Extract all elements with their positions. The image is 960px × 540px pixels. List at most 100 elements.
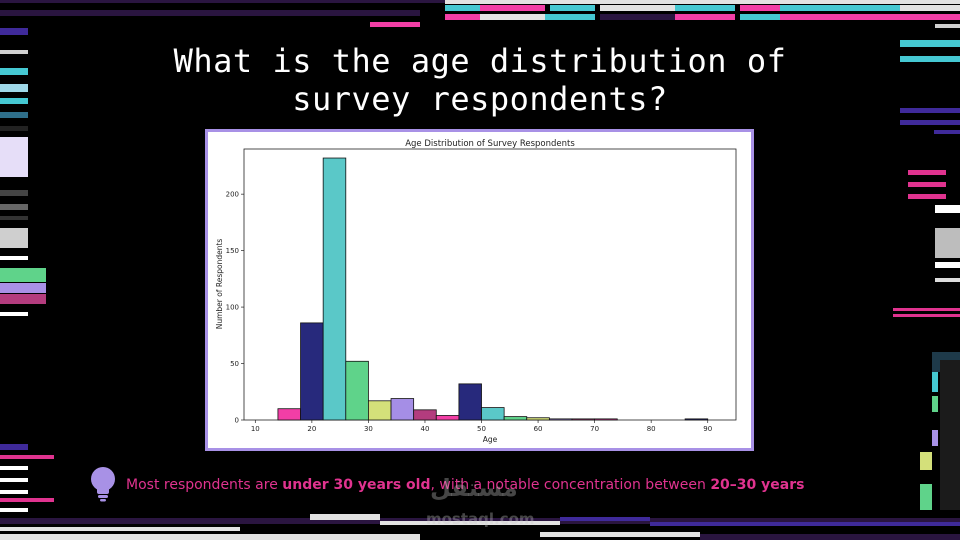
decor-stripe (932, 372, 938, 392)
histogram-bar-5 (390, 398, 415, 421)
decor-stripe (0, 294, 46, 304)
decor-stripe (0, 84, 28, 92)
decor-stripe (560, 517, 650, 521)
decor-stripe (0, 455, 54, 459)
caption-part-1: Most respondents are (126, 477, 283, 493)
decor-stripe (380, 521, 560, 525)
slide-title: What is the age distribution of survey r… (0, 42, 960, 118)
histogram-bar-12 (548, 418, 573, 421)
decor-stripe (0, 498, 54, 502)
watermark-latin: mostaql.com (426, 510, 535, 528)
decor-stripe (0, 508, 28, 512)
decor-stripe (0, 268, 46, 282)
decor-stripe (550, 5, 595, 11)
x-tick-label: 60 (534, 425, 543, 433)
decor-stripe (0, 478, 28, 482)
decor-stripe (935, 278, 960, 282)
x-tick-label: 30 (364, 425, 373, 433)
histogram-bar-1 (300, 322, 324, 421)
decor-stripe (0, 444, 28, 450)
decor-stripe (935, 228, 960, 258)
decor-stripe (0, 0, 445, 3)
decor-stripe (540, 532, 700, 537)
decor-stripe (908, 170, 946, 175)
caption-bold-1: under 30 years old (282, 477, 431, 493)
x-tick-label: 40 (421, 425, 430, 433)
y-tick-label: 50 (230, 360, 239, 368)
histogram-bar-14 (594, 418, 618, 421)
decor-stripe (935, 262, 960, 268)
decor-stripe (0, 126, 28, 131)
decor-stripe (0, 98, 28, 104)
decor-stripe (935, 205, 960, 213)
decor-stripe (445, 14, 480, 20)
decor-stripe (370, 22, 420, 27)
decor-stripe (920, 484, 932, 510)
histogram-bar-6 (413, 409, 437, 421)
decor-stripe (900, 120, 960, 125)
slide-title-line-1: What is the age distribution of (173, 42, 787, 80)
decor-stripe (780, 14, 960, 20)
decor-stripe (893, 314, 960, 317)
y-axis-label: Number of Respondents (215, 239, 224, 330)
histogram-bar-11 (526, 417, 550, 421)
decor-stripe (932, 396, 938, 412)
decor-stripe (0, 216, 28, 220)
slide-title-line-2: survey respondents? (292, 80, 668, 118)
decor-stripe (935, 24, 960, 28)
decor-stripe (0, 312, 28, 316)
decor-stripe (600, 5, 675, 11)
decor-stripe (0, 190, 28, 196)
decor-stripe (480, 14, 545, 20)
x-tick-label: 80 (647, 425, 656, 433)
histogram-bar-9 (481, 407, 505, 421)
y-tick-label: 200 (226, 191, 239, 199)
y-tick-label: 100 (226, 304, 239, 312)
x-tick-label: 20 (307, 425, 316, 433)
decor-stripe (600, 14, 675, 20)
y-axis-ticks: 0 50 100 150 200 (226, 191, 244, 425)
decor-stripe (934, 130, 960, 134)
x-tick-label: 50 (477, 425, 486, 433)
decor-stripe (700, 534, 960, 540)
decor-stripe (650, 522, 960, 526)
decor-stripe (0, 283, 46, 293)
decor-stripe (0, 527, 240, 531)
histogram-bar-2 (322, 157, 347, 421)
caption-part-2: , with a notable concentration between (430, 477, 711, 493)
x-axis-ticks: 10 20 30 40 50 60 70 80 90 (251, 420, 712, 433)
histogram-bar-0 (277, 408, 301, 421)
histogram-bar-10 (503, 416, 528, 421)
decor-stripe (310, 514, 380, 520)
chart-frame: 10 20 30 40 50 60 70 80 90 0 50 100 150 200 Age Dist… (205, 129, 754, 451)
decor-stripe (545, 14, 595, 20)
histogram-bar-15 (684, 418, 709, 421)
decor-stripe (0, 68, 28, 75)
insight-caption: Most respondents are under 30 years old,… (126, 477, 804, 493)
decor-stripe (675, 14, 735, 20)
decor-stripe (0, 466, 28, 470)
decor-stripe (893, 308, 960, 311)
decor-stripe (900, 108, 960, 113)
x-tick-label: 90 (703, 425, 712, 433)
decor-stripe (0, 137, 28, 177)
decor-stripe (0, 28, 28, 35)
decor-stripe (908, 182, 946, 187)
decor-stripe (480, 5, 545, 11)
histogram-chart: 10 20 30 40 50 60 70 80 90 0 50 100 150 200 Age Dist… (208, 132, 751, 448)
decor-stripe (445, 5, 480, 11)
lightbulb-icon (91, 467, 115, 502)
y-tick-label: 150 (226, 247, 239, 255)
caption-bold-2: 20–30 years (710, 477, 805, 493)
decor-stripe (0, 10, 420, 16)
histogram-bar-13 (571, 418, 596, 421)
x-axis-label: Age (483, 435, 498, 444)
decor-stripe (0, 256, 28, 260)
decor-stripe (0, 112, 28, 118)
histogram-bar-8 (458, 383, 482, 421)
decor-stripe (0, 228, 28, 248)
histogram-bar-4 (368, 400, 392, 421)
x-tick-label: 10 (251, 425, 260, 433)
decor-stripe (0, 490, 28, 494)
decor-stripe (900, 5, 960, 11)
